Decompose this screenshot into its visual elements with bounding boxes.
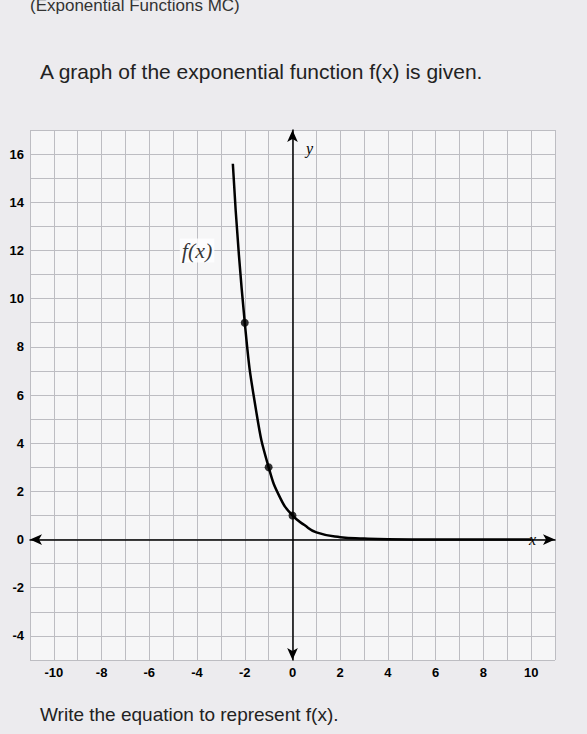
svg-text:4: 4: [17, 436, 25, 451]
svg-text:14: 14: [10, 195, 25, 210]
svg-text:-10: -10: [44, 665, 63, 680]
svg-text:8: 8: [480, 665, 487, 680]
svg-text:12: 12: [10, 243, 24, 258]
html-text:A graph of the exponential fun: A graph of the exponential function f(x)…: [40, 60, 483, 83]
svg-text:0: 0: [289, 665, 296, 680]
svg-text:-2: -2: [12, 580, 24, 595]
svg-text:0: 0: [17, 532, 24, 547]
svg-text:-4: -4: [191, 665, 203, 680]
svg-text:8: 8: [17, 339, 24, 354]
svg-text:y: y: [304, 140, 314, 158]
svg-text:f(x): f(x): [182, 238, 213, 263]
svg-text:16: 16: [10, 147, 24, 162]
svg-text:-6: -6: [144, 665, 156, 680]
svg-text:6: 6: [432, 665, 439, 680]
svg-text:2: 2: [17, 484, 24, 499]
svg-text:-8: -8: [96, 665, 108, 680]
svg-text:x: x: [529, 531, 537, 548]
svg-text:2: 2: [337, 665, 344, 680]
svg-text:-4: -4: [12, 628, 24, 643]
svg-text:6: 6: [17, 388, 24, 403]
svg-text:10: 10: [524, 665, 538, 680]
svg-text:10: 10: [10, 291, 24, 306]
html-text:Write the equation to represen: Write the equation to represent f(x).: [40, 704, 339, 725]
svg-text:-2: -2: [239, 665, 251, 680]
svg-text:4: 4: [384, 665, 392, 680]
